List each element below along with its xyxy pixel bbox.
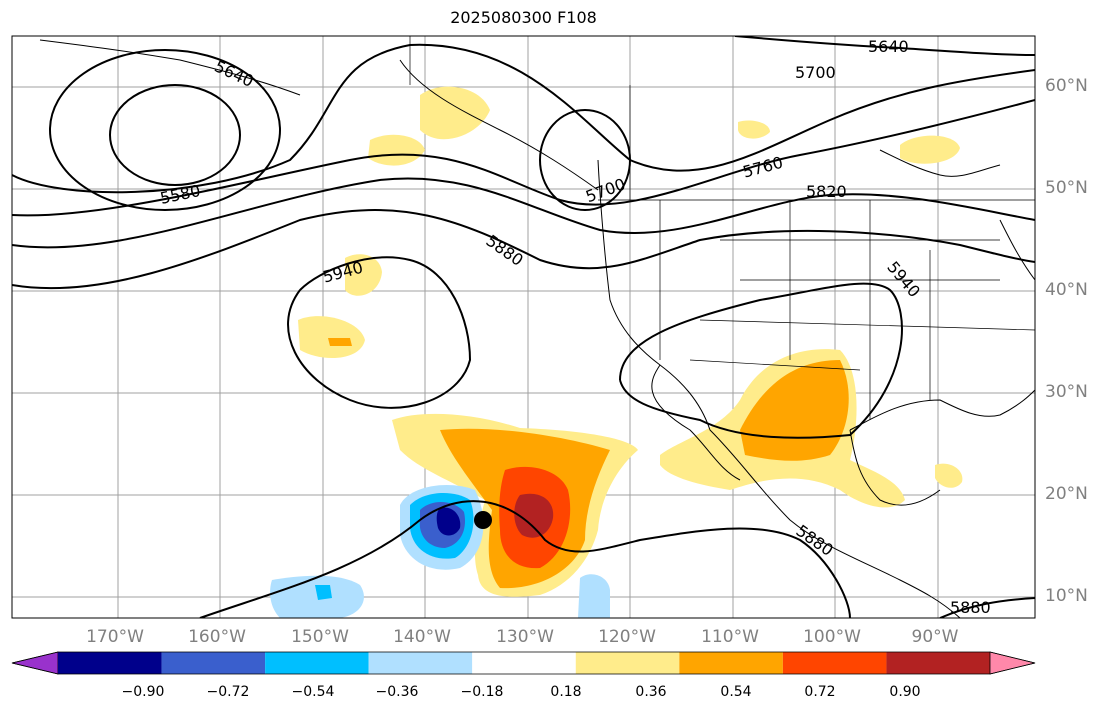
lat-label: 40°N <box>1045 280 1088 300</box>
contour-label: 5700 <box>795 63 836 82</box>
warm-anomaly-gulf-coast <box>935 463 963 488</box>
contour-5880-south <box>199 500 851 618</box>
colorbar-tick-label: 0.54 <box>720 684 752 700</box>
cool-anomaly-core <box>436 507 461 536</box>
colorbar-segment <box>575 652 680 674</box>
warm-anomaly-mid <box>345 254 382 296</box>
colorbar <box>11 651 1036 675</box>
map-frame <box>11 35 1036 619</box>
lon-label: 160°W <box>188 627 246 647</box>
colorbar-tick-label: 0.72 <box>804 684 836 700</box>
contour-label: 5640 <box>868 37 909 56</box>
anomaly-shading <box>270 86 963 618</box>
contour-label: 5700 <box>583 174 628 206</box>
lon-label: 130°W <box>496 627 554 647</box>
colorbar-segment <box>58 652 162 674</box>
storm-center-marker <box>474 511 492 529</box>
contour-5640-north <box>734 36 1035 56</box>
lon-label: 170°W <box>86 627 144 647</box>
warm-anomaly-northpacific <box>420 86 490 140</box>
colorbar-extend-low <box>11 651 59 675</box>
cool-anomaly-west-core <box>315 585 332 600</box>
contour-label: 5940 <box>883 258 924 301</box>
map-title: 2025080300 F108 <box>450 8 597 27</box>
contour-5880-west <box>12 209 1035 290</box>
colorbar-segment <box>265 652 369 674</box>
lon-label: 150°W <box>291 627 349 647</box>
colorbar-segment <box>886 652 990 674</box>
colorbar-segment <box>161 652 266 674</box>
colorbar-segment <box>679 652 783 674</box>
contour-label: 5880 <box>950 598 991 617</box>
lat-label: 20°N <box>1045 484 1088 504</box>
contour-5940-ridge <box>287 256 472 409</box>
lon-label: 90°W <box>911 627 959 647</box>
contour-5820 <box>12 177 1035 249</box>
colorbar-tick-label: 0.36 <box>635 684 667 700</box>
colorbar-outline <box>11 651 1036 675</box>
lat-label: 30°N <box>1045 382 1088 402</box>
warm-anomaly-canada <box>738 120 770 139</box>
contour-5880-se <box>939 597 1035 618</box>
warm-anomaly-pacific-core <box>328 338 352 346</box>
colorbar-segment <box>368 652 473 674</box>
contour-label: 5880 <box>483 231 527 270</box>
contour-label: 5820 <box>806 182 847 201</box>
contour-5700-closed <box>539 109 631 211</box>
warm-anomaly-sw-darkred <box>514 493 554 538</box>
colorbar-tick-label: −0.90 <box>121 684 165 700</box>
borders <box>409 36 1035 420</box>
colorbar-tick-label: −0.72 <box>206 684 250 700</box>
contour-label: 5640 <box>212 56 257 90</box>
colorbar-tick-label: 0.90 <box>889 684 921 700</box>
colorbar-tick-label: −0.18 <box>460 684 504 700</box>
contour-5640-low <box>49 49 281 211</box>
height-contours <box>12 36 1035 618</box>
cool-anomaly-west <box>270 575 364 618</box>
warm-anomaly-east <box>900 135 960 164</box>
lon-label: 100°W <box>803 627 861 647</box>
colorbar-extend-high <box>989 651 1036 675</box>
warm-anomaly-mexico-orange <box>740 360 849 461</box>
cool-anomaly-south <box>578 574 610 618</box>
contour-label: 5880 <box>793 521 837 560</box>
contour-5700-north <box>12 43 1035 194</box>
lat-label: 60°N <box>1045 76 1088 96</box>
colorbar-tick-label: −0.36 <box>375 684 419 700</box>
lon-label: 120°W <box>598 627 656 647</box>
colorbar-tick-label: −0.54 <box>291 684 335 700</box>
colorbar-segment <box>782 652 887 674</box>
lat-label: 10°N <box>1045 586 1088 606</box>
contour-5580-low <box>109 84 241 186</box>
lon-label: 110°W <box>701 627 759 647</box>
contour-5940-east <box>619 282 903 439</box>
lon-label: 140°W <box>393 627 451 647</box>
warm-anomaly-gulf <box>368 134 425 166</box>
colorbar-tick-label: 0.18 <box>550 684 582 700</box>
contour-5760 <box>12 99 1035 217</box>
colorbar-segment <box>472 652 576 674</box>
coastlines <box>39 39 1035 618</box>
lat-label: 50°N <box>1045 178 1088 198</box>
warm-anomaly-pacific <box>298 316 365 359</box>
